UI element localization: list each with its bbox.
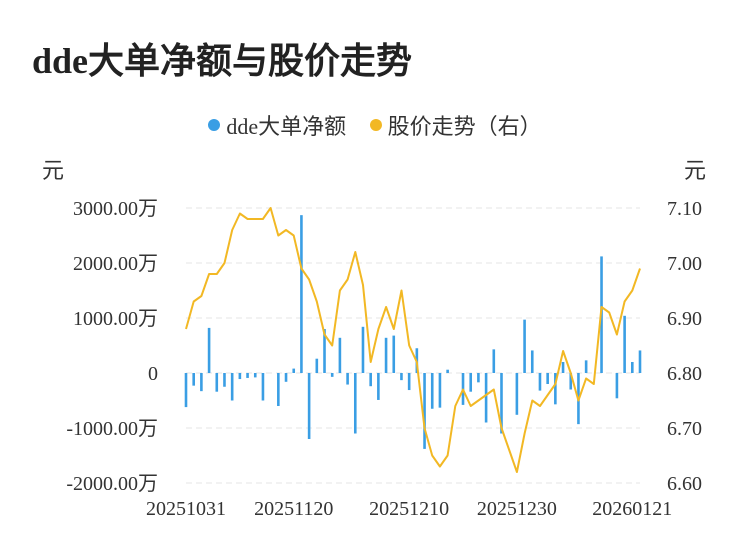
bar[interactable] <box>315 358 319 373</box>
bar[interactable] <box>184 373 188 408</box>
y-left-tick-label: -1000.00万 <box>66 418 158 440</box>
bar[interactable] <box>407 373 411 391</box>
legend-dot-dde <box>208 119 221 131</box>
y-right-tick-label: 6.70 <box>667 418 702 440</box>
y-right-tick-label: 6.90 <box>667 308 702 330</box>
bar[interactable] <box>215 373 219 392</box>
bar[interactable] <box>253 373 257 378</box>
y-left-tick-label: 2000.00万 <box>73 253 158 275</box>
y-right-tick-label: 7.10 <box>667 198 702 220</box>
y-left-tick-label: 0 <box>148 363 158 385</box>
bar[interactable] <box>392 335 396 373</box>
bar[interactable] <box>207 327 211 373</box>
bar[interactable] <box>623 315 626 373</box>
y-left-tick-label: 1000.00万 <box>73 308 158 330</box>
bar[interactable] <box>638 350 642 373</box>
bar[interactable] <box>523 319 526 373</box>
left-axis-unit: 元 <box>42 158 64 183</box>
x-tick-label: 20251230 <box>477 498 557 520</box>
bar[interactable] <box>569 373 573 390</box>
y-right-tick-label: 7.00 <box>667 253 702 275</box>
legend-item-price[interactable]: 股价走势（右） <box>369 109 542 141</box>
y-right-axis: 7.10 7.00 6.90 6.80 6.70 6.60 <box>667 198 702 495</box>
bar[interactable] <box>477 373 480 383</box>
legend-dot-price <box>369 119 382 131</box>
y-left-tick-label: 3000.00万 <box>73 198 158 220</box>
bar[interactable] <box>423 373 426 449</box>
line-series <box>185 207 641 473</box>
bar[interactable] <box>400 373 403 381</box>
bar[interactable] <box>561 362 565 373</box>
bar[interactable] <box>330 373 334 377</box>
bar[interactable] <box>300 215 303 373</box>
bar[interactable] <box>446 369 449 373</box>
bar[interactable] <box>631 362 634 373</box>
bar[interactable] <box>230 373 234 401</box>
x-tick-label: 20251031 <box>146 498 226 520</box>
bar[interactable] <box>307 373 311 439</box>
bar[interactable] <box>223 373 226 387</box>
x-tick-label: 20260121 <box>592 498 672 520</box>
bar[interactable] <box>353 373 357 434</box>
legend: dde大单净额 股价走势（右） <box>0 109 750 141</box>
x-tick-label: 20251210 <box>369 498 449 520</box>
bar[interactable] <box>277 373 280 406</box>
legend-label-dde: dde大单净额 <box>226 114 347 139</box>
bar[interactable] <box>438 373 442 408</box>
y-right-tick-label: 6.60 <box>667 473 702 495</box>
bar[interactable] <box>246 373 249 378</box>
bar[interactable] <box>546 373 549 384</box>
bar[interactable] <box>361 326 365 373</box>
bar[interactable] <box>377 373 380 400</box>
chart-title: dde大单净额与股价走势 <box>32 41 413 81</box>
y-right-tick-label: 6.80 <box>667 363 702 385</box>
bar[interactable] <box>384 337 388 373</box>
bar[interactable] <box>338 337 342 373</box>
bar[interactable] <box>584 360 588 373</box>
y-left-axis: 3000.00万 2000.00万 1000.00万 0 -1000.00万 -2000.… <box>66 198 158 495</box>
price-line[interactable] <box>185 207 641 473</box>
right-axis-unit: 元 <box>684 158 706 183</box>
bar[interactable] <box>500 373 503 434</box>
bar[interactable] <box>323 329 326 373</box>
grid-lines <box>186 207 640 484</box>
bar[interactable] <box>530 350 534 373</box>
bar[interactable] <box>554 373 557 405</box>
bar[interactable] <box>484 373 488 423</box>
bar[interactable] <box>515 373 519 415</box>
legend-label-price: 股价走势（右） <box>387 114 542 139</box>
legend-item-dde[interactable]: dde大单净额 <box>208 109 346 141</box>
bar[interactable] <box>346 373 349 385</box>
bar[interactable] <box>284 373 288 382</box>
y-left-tick-label: -2000.00万 <box>66 473 158 495</box>
bar[interactable] <box>538 373 542 391</box>
bar[interactable] <box>430 373 434 409</box>
bar[interactable] <box>261 373 265 401</box>
bar-series <box>184 215 642 449</box>
x-axis: 20251031 20251120 20251210 20251230 20260121 <box>146 498 672 520</box>
bar[interactable] <box>200 373 203 392</box>
bar[interactable] <box>238 373 242 380</box>
bar[interactable] <box>192 373 195 386</box>
bar[interactable] <box>369 373 372 387</box>
x-tick-label: 20251120 <box>254 498 333 520</box>
bar[interactable] <box>615 373 619 399</box>
bar[interactable] <box>292 368 296 373</box>
bar[interactable] <box>469 373 473 392</box>
bar[interactable] <box>492 349 496 373</box>
